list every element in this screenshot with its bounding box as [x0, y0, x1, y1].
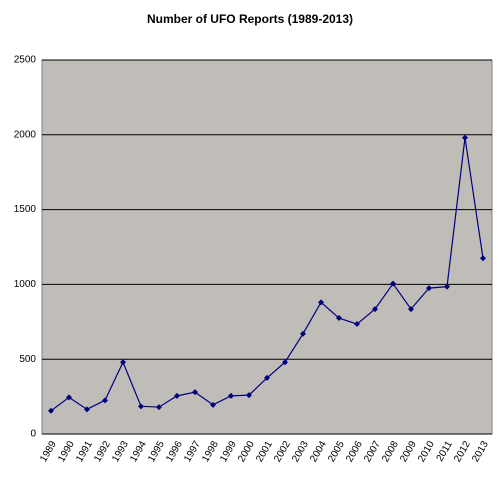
x-tick-label: 1999 — [218, 439, 239, 464]
marker — [336, 315, 342, 322]
marker — [390, 280, 396, 287]
marker — [282, 359, 288, 366]
marker — [48, 407, 54, 414]
marker — [264, 374, 270, 381]
marker — [84, 406, 90, 413]
marker — [210, 401, 216, 408]
marker — [318, 299, 324, 306]
x-tick-label: 1998 — [200, 439, 221, 464]
marker — [174, 392, 180, 399]
x-tick-label: 2009 — [398, 439, 419, 464]
x-tick-label: 1994 — [128, 439, 149, 464]
marker — [408, 306, 414, 313]
y-tick-label: 500 — [19, 354, 36, 365]
x-tick-label: 2000 — [236, 439, 257, 464]
x-tick-label: 2004 — [308, 439, 329, 464]
marker — [120, 359, 126, 366]
marker — [372, 306, 378, 313]
x-tick-label: 1996 — [164, 439, 185, 464]
marker — [462, 134, 468, 141]
x-tick-label: 1992 — [92, 439, 113, 464]
x-tick-label: 2011 — [435, 439, 455, 464]
marker — [444, 283, 450, 290]
marker — [426, 285, 432, 292]
x-tick-label: 2012 — [452, 439, 473, 464]
x-tick-label: 2006 — [344, 439, 365, 464]
y-tick-label: 2000 — [14, 129, 37, 140]
y-tick-label: 2500 — [14, 55, 37, 66]
marker — [246, 392, 252, 399]
plot-area — [41, 59, 493, 435]
x-tick-label: 2001 — [254, 439, 275, 464]
x-tick-label: 2007 — [362, 439, 383, 464]
x-tick-label: 2008 — [380, 439, 401, 464]
marker — [156, 404, 162, 411]
x-tick-label: 1995 — [146, 439, 167, 464]
x-tick-label: 2003 — [290, 439, 311, 464]
y-tick-label: 0 — [30, 429, 36, 440]
marker — [354, 321, 360, 328]
x-tick-label: 2013 — [470, 439, 491, 464]
x-tick-label: 1993 — [110, 439, 131, 464]
x-tick-label: 2010 — [416, 439, 437, 464]
y-tick-label: 1000 — [14, 279, 37, 290]
marker — [138, 403, 144, 410]
x-tick-label: 1991 — [74, 439, 95, 464]
chart-title: Number of UFO Reports (1989-2013) — [147, 12, 353, 26]
x-tick-label: 1990 — [56, 439, 77, 464]
marker — [102, 397, 108, 404]
marker — [192, 389, 198, 396]
marker — [480, 255, 486, 262]
y-tick-label: 1500 — [14, 204, 37, 215]
x-tick-label: 1997 — [182, 439, 203, 464]
marker — [300, 330, 306, 337]
x-tick-label: 1989 — [38, 439, 59, 464]
marker — [228, 392, 234, 399]
marker — [66, 394, 72, 401]
x-tick-label: 2005 — [326, 439, 347, 464]
x-tick-label: 2002 — [272, 439, 293, 464]
